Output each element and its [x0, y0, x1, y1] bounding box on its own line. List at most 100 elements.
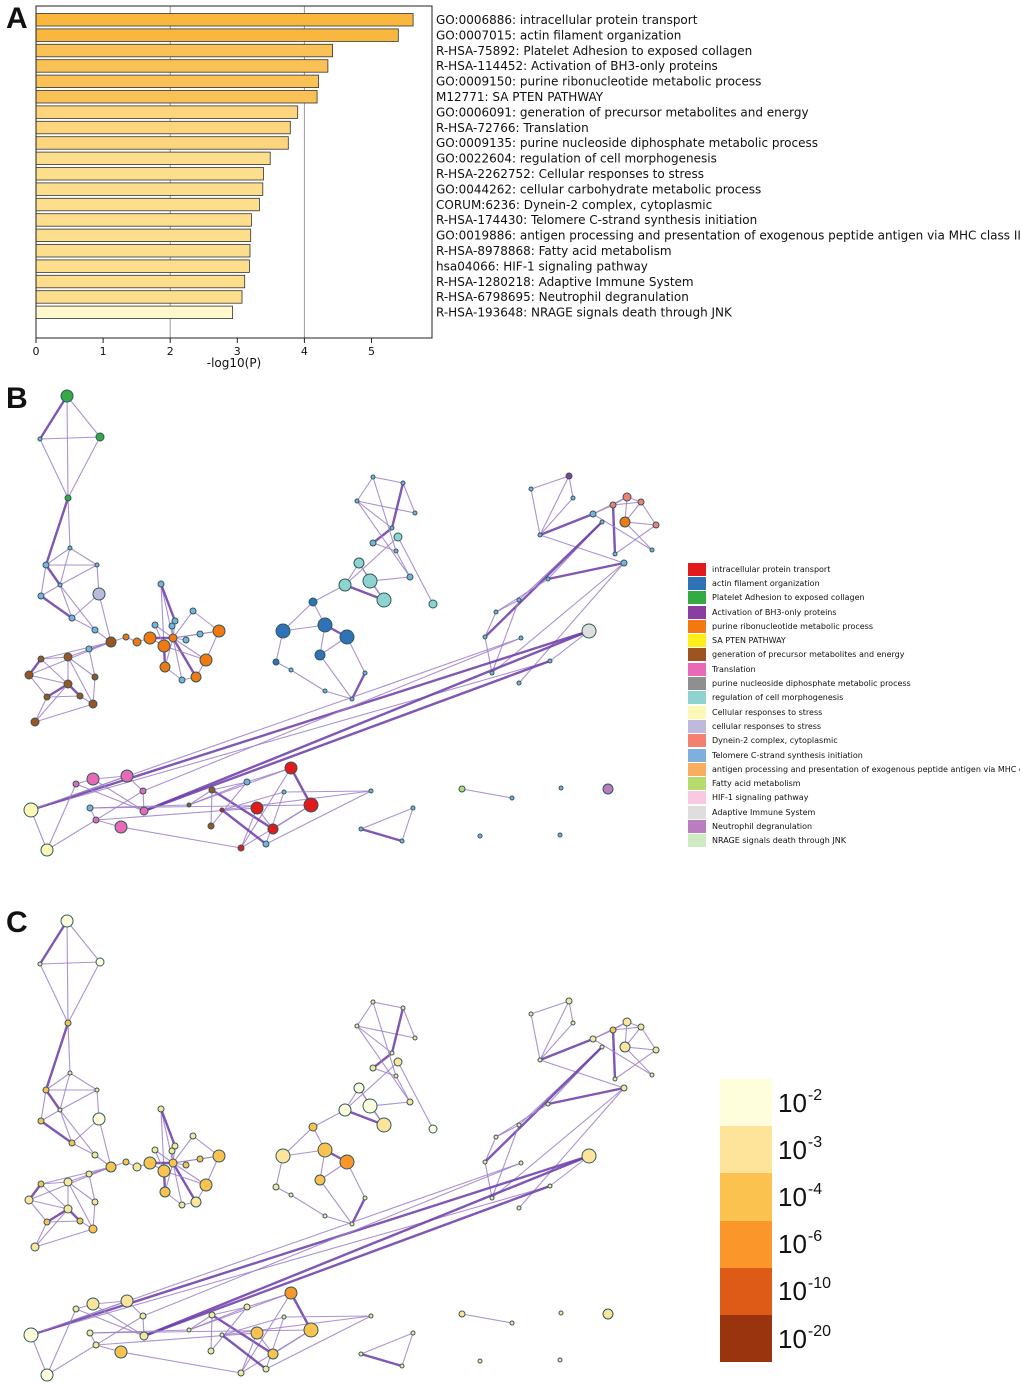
- network-node: [132, 1162, 142, 1172]
- network-edge: [39, 963, 69, 1024]
- network-node: [458, 1310, 466, 1318]
- legend-label: Neutrophil degranulation: [712, 821, 813, 831]
- network-edge: [34, 1228, 94, 1248]
- legend-swatch: [688, 762, 706, 776]
- network-node: [91, 626, 99, 634]
- network-edge: [67, 436, 101, 499]
- network-node: [237, 844, 245, 852]
- network-node: [314, 1174, 326, 1186]
- network-node: [612, 551, 618, 557]
- network-edge: [34, 1208, 69, 1248]
- network-node: [317, 617, 333, 633]
- category-label: GO:0019886: antigen processing and prese…: [436, 229, 1020, 243]
- legend-label: Translation: [712, 664, 756, 674]
- bar: [35, 167, 264, 181]
- network-node: [120, 1294, 134, 1308]
- network-node: [37, 592, 45, 600]
- network-node: [565, 472, 573, 480]
- category-label: R-HSA-1280218: Adaptive Immune System: [436, 275, 694, 289]
- network-node: [178, 1201, 186, 1209]
- network-node: [171, 1142, 179, 1150]
- network-node: [516, 1205, 522, 1211]
- network-node: [88, 1224, 98, 1234]
- network-edge: [484, 1046, 603, 1163]
- network-node: [284, 1286, 298, 1300]
- legend-item: Dynein-2 complex, cytoplasmic: [688, 734, 1018, 748]
- bar: [35, 59, 329, 73]
- network-edge: [172, 1135, 194, 1164]
- network-node: [37, 655, 45, 663]
- network-edge: [360, 1332, 414, 1355]
- scale-base: 10: [778, 1134, 807, 1165]
- network-node: [581, 1148, 597, 1164]
- network-edge: [34, 703, 94, 723]
- category-label: R-HSA-174430: Telomere C-strand synthesi…: [436, 213, 757, 227]
- network-edge: [484, 1136, 497, 1163]
- network-node: [406, 573, 414, 581]
- bar-group: [35, 6, 414, 338]
- network-edge: [71, 1142, 96, 1156]
- network-edge: [171, 1162, 198, 1203]
- network-edge: [265, 1316, 285, 1370]
- network-node: [189, 607, 197, 615]
- network-edge: [30, 629, 590, 812]
- network-edge: [120, 826, 242, 849]
- network-node: [493, 609, 499, 615]
- network-node: [545, 576, 551, 582]
- network-edge: [67, 1181, 96, 1203]
- network-edge: [356, 1025, 411, 1103]
- network-node: [649, 547, 655, 553]
- network-node: [168, 1158, 178, 1168]
- network-edge: [95, 1332, 258, 1346]
- network-edge: [539, 534, 625, 564]
- network-edge: [401, 807, 414, 842]
- legend-label: generation of precursor metabolites and …: [712, 650, 905, 660]
- legend-item: Adaptive Immune System: [688, 805, 1018, 819]
- network-node: [428, 599, 438, 609]
- network-node: [652, 1046, 660, 1054]
- network-edge: [518, 562, 625, 684]
- network-node: [602, 783, 614, 795]
- network-edge: [356, 500, 416, 514]
- network-node: [509, 1320, 515, 1326]
- network-node: [353, 1082, 365, 1094]
- network-edge: [484, 611, 497, 638]
- network-node: [76, 1217, 84, 1225]
- network-node: [86, 804, 94, 812]
- network-edge: [372, 1001, 397, 1077]
- network-edge: [67, 1022, 71, 1074]
- network-edge: [92, 1201, 96, 1230]
- network-node: [76, 692, 84, 700]
- legend-label: regulation of cell morphogenesis: [712, 693, 844, 703]
- network-edge: [66, 920, 69, 1024]
- network-edge: [160, 1108, 165, 1172]
- category-label: GO:0044262: cellular carbohydrate metabo…: [436, 182, 761, 196]
- bar: [35, 151, 271, 166]
- network-edge: [547, 1086, 625, 1106]
- network-edge: [624, 521, 653, 551]
- network-edge: [221, 1315, 372, 1336]
- network-b: [23, 389, 660, 857]
- network-edge: [240, 1292, 292, 1374]
- network-edge: [549, 630, 590, 662]
- network-node: [94, 562, 100, 568]
- network-edge: [46, 1220, 81, 1223]
- network-node: [358, 826, 364, 832]
- network-node: [64, 494, 72, 502]
- network-edge: [324, 690, 353, 700]
- category-label: R-HSA-193648: NRAGE signals death throug…: [436, 306, 733, 320]
- network-node: [86, 1329, 94, 1337]
- network-edge: [40, 1120, 73, 1144]
- network-node: [63, 1204, 73, 1214]
- network-edge: [160, 583, 165, 647]
- network-node: [399, 838, 405, 844]
- network-edge: [360, 827, 403, 843]
- network-edge: [67, 1181, 94, 1230]
- bar-chart-a: 0 1 2 3 4 5 -log10(P) GO:0006886: intracellul…: [33, 5, 1020, 370]
- network-node: [178, 676, 186, 684]
- network-edge: [67, 656, 94, 705]
- network-node: [619, 1041, 631, 1053]
- network-node: [599, 519, 605, 525]
- network-edge: [40, 641, 112, 660]
- network-edge: [344, 536, 399, 586]
